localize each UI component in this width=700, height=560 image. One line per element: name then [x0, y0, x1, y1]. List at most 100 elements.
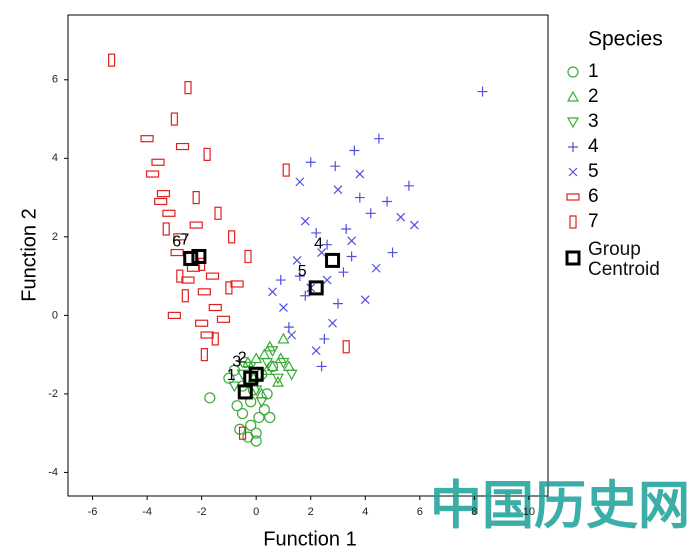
- point: [181, 276, 195, 284]
- point: [285, 369, 298, 381]
- point: [294, 271, 305, 282]
- point: [266, 360, 279, 372]
- point: [322, 275, 332, 285]
- point: [195, 319, 209, 327]
- point: [396, 212, 406, 222]
- point: [145, 170, 160, 178]
- point: [203, 147, 211, 161]
- x-tick-label: 4: [362, 506, 368, 518]
- point: [228, 381, 241, 393]
- point: [197, 288, 211, 296]
- point: [200, 331, 214, 339]
- legend-label: 5: [588, 161, 599, 182]
- x-tick-label: -6: [88, 506, 98, 518]
- point: [216, 315, 231, 323]
- point: [409, 220, 419, 230]
- x-tick-label: 2: [308, 506, 314, 518]
- point: [214, 206, 222, 220]
- point: [292, 255, 302, 265]
- point: [287, 330, 297, 340]
- point: [275, 275, 286, 286]
- plot-area: 123 45 6 7: [108, 53, 488, 447]
- legend-label: 4: [588, 136, 599, 157]
- legend-marker: [568, 142, 578, 152]
- point: [322, 239, 333, 250]
- point: [347, 236, 357, 246]
- point: [279, 303, 288, 312]
- legend-marker: [566, 193, 580, 201]
- point: [349, 145, 360, 156]
- point: [230, 280, 244, 288]
- point: [250, 385, 263, 397]
- centroid-label: 6: [172, 234, 181, 251]
- point: [403, 180, 414, 191]
- point: [250, 427, 262, 439]
- point: [228, 230, 236, 244]
- centroid-label: 5: [298, 263, 307, 280]
- x-axis-label: Function 1: [263, 528, 356, 550]
- y-tick-label: 0: [52, 309, 58, 321]
- point: [162, 209, 176, 217]
- y-tick-label: 6: [52, 74, 58, 86]
- point: [341, 223, 352, 234]
- point: [333, 185, 343, 195]
- centroid: [191, 248, 207, 264]
- point: [300, 216, 310, 226]
- x-tick-label: 6: [417, 506, 423, 518]
- point: [225, 281, 233, 295]
- point: [140, 135, 154, 143]
- point: [373, 133, 384, 144]
- point: [328, 318, 337, 328]
- point: [208, 303, 222, 312]
- legend-marker: [566, 117, 580, 129]
- point: [200, 348, 208, 362]
- centroid: [308, 280, 324, 296]
- point: [238, 426, 247, 440]
- point: [204, 392, 216, 404]
- point: [317, 248, 327, 257]
- point: [173, 233, 187, 241]
- point: [316, 361, 327, 372]
- centroid-label: 1: [227, 367, 236, 384]
- point: [266, 346, 279, 357]
- point: [330, 161, 341, 172]
- point: [181, 289, 189, 303]
- centroid: [325, 252, 341, 268]
- y-tick-label: 2: [52, 231, 58, 243]
- point: [371, 263, 381, 273]
- centroid: [183, 250, 199, 266]
- point: [244, 249, 252, 264]
- point: [311, 227, 322, 238]
- point: [271, 375, 285, 387]
- point: [184, 81, 192, 95]
- x-tick-label: 8: [471, 506, 477, 518]
- centroid-label: 7: [180, 232, 189, 249]
- legend-marker: [565, 250, 581, 266]
- point: [283, 322, 294, 333]
- point: [333, 298, 343, 309]
- point: [360, 295, 370, 305]
- point: [261, 388, 273, 400]
- point: [268, 287, 277, 297]
- centroid: [243, 370, 259, 386]
- point: [277, 357, 290, 369]
- point: [258, 404, 270, 416]
- point: [231, 400, 243, 412]
- point: [319, 333, 330, 344]
- legend-label: 1: [588, 61, 599, 82]
- point: [255, 397, 268, 408]
- point: [342, 340, 350, 354]
- x-tick-label: -4: [142, 506, 152, 518]
- point: [477, 86, 488, 97]
- legend-marker: [566, 90, 580, 102]
- point: [186, 264, 201, 272]
- point: [162, 222, 170, 236]
- point: [300, 290, 311, 301]
- x-tick-label: 0: [253, 506, 259, 518]
- plot-frame: [67, 14, 549, 497]
- point: [346, 251, 357, 262]
- point: [151, 158, 165, 166]
- point: [167, 311, 181, 319]
- point: [156, 190, 171, 198]
